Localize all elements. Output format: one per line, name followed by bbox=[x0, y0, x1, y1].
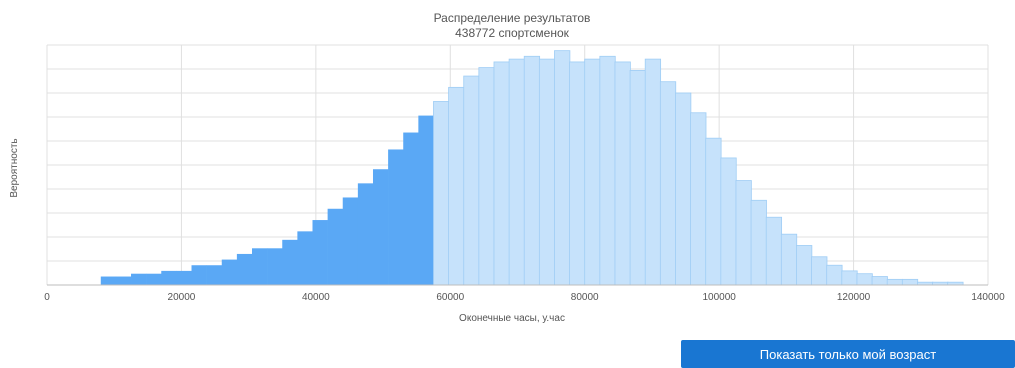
histogram-bar bbox=[267, 248, 283, 285]
histogram-bar bbox=[796, 245, 813, 286]
x-tick-label: 120000 bbox=[837, 292, 871, 303]
histogram-bar bbox=[614, 61, 631, 286]
x-tick-label: 0 bbox=[44, 292, 50, 303]
x-tick-label: 100000 bbox=[702, 292, 736, 303]
histogram-bar bbox=[282, 239, 298, 285]
histogram-bar bbox=[252, 248, 268, 285]
histogram-bar bbox=[146, 273, 162, 285]
histogram-bar bbox=[508, 58, 525, 286]
bars bbox=[47, 50, 988, 286]
x-tick-labels: 0 20000 40000 60000 80000 100000 120000 140000 bbox=[44, 292, 1005, 303]
histogram-bar bbox=[629, 70, 646, 286]
histogram-bar bbox=[856, 273, 873, 286]
histogram-bar bbox=[811, 256, 828, 286]
histogram-bar bbox=[735, 180, 752, 286]
histogram-bar bbox=[705, 137, 722, 286]
histogram-bar bbox=[690, 112, 707, 286]
histogram-bar bbox=[765, 216, 783, 286]
histogram-bar bbox=[780, 233, 798, 286]
histogram-bar bbox=[720, 157, 737, 286]
histogram-bar bbox=[659, 81, 677, 286]
chart-subtitle: 438772 спортсменок bbox=[455, 26, 570, 40]
histogram-bar bbox=[675, 92, 692, 286]
show-my-age-button[interactable]: Показать только мой возраст bbox=[681, 340, 1015, 368]
histogram-bar bbox=[357, 183, 374, 285]
histogram-bar bbox=[886, 278, 904, 286]
histogram-bar bbox=[297, 231, 313, 285]
x-tick-label: 60000 bbox=[436, 292, 464, 303]
histogram-bar bbox=[599, 55, 616, 286]
histogram-bar bbox=[236, 253, 253, 285]
histogram-bar bbox=[841, 270, 858, 286]
histogram-bar bbox=[388, 149, 404, 285]
histogram-bar bbox=[569, 61, 586, 286]
histogram-bar bbox=[191, 265, 207, 285]
histogram-bar bbox=[433, 101, 450, 286]
histogram-chart: 0 20000 40000 60000 80000 100000 120000 140000 … bbox=[9, 11, 1005, 324]
x-tick-label: 20000 bbox=[168, 292, 196, 303]
chart-title: Распределение результатов bbox=[434, 11, 591, 25]
histogram-bar bbox=[826, 264, 843, 286]
histogram-bar bbox=[372, 169, 389, 285]
x-tick-label: 40000 bbox=[302, 292, 330, 303]
histogram-bar bbox=[644, 58, 662, 286]
histogram-bar bbox=[342, 197, 359, 285]
histogram-bar bbox=[901, 278, 919, 286]
histogram-bar bbox=[221, 259, 238, 285]
histogram-bar bbox=[327, 208, 344, 285]
histogram-bar bbox=[523, 55, 541, 286]
histogram-bar bbox=[448, 86, 465, 286]
histogram-bar bbox=[176, 270, 192, 285]
histogram-bar bbox=[478, 67, 495, 286]
histogram-bar bbox=[131, 273, 147, 285]
x-tick-label: 140000 bbox=[971, 292, 1005, 303]
histogram-bar bbox=[750, 199, 767, 286]
histogram-bar bbox=[115, 276, 132, 285]
x-tick-label: 80000 bbox=[571, 292, 599, 303]
histogram-bar bbox=[418, 115, 434, 286]
histogram-bar bbox=[161, 270, 177, 285]
histogram-bar bbox=[312, 220, 328, 285]
histogram-bar bbox=[403, 132, 419, 285]
histogram-bar bbox=[493, 61, 510, 286]
x-axis-label: Оконечные часы, у.час bbox=[459, 313, 565, 324]
histogram-bar bbox=[463, 75, 480, 286]
histogram-bar bbox=[871, 276, 888, 286]
histogram-bar bbox=[100, 276, 117, 285]
y-axis-label: Вероятность bbox=[9, 138, 20, 197]
histogram-bar bbox=[554, 50, 571, 286]
histogram-bar bbox=[584, 58, 601, 286]
histogram-bar bbox=[538, 58, 556, 286]
histogram-bar bbox=[206, 265, 223, 285]
